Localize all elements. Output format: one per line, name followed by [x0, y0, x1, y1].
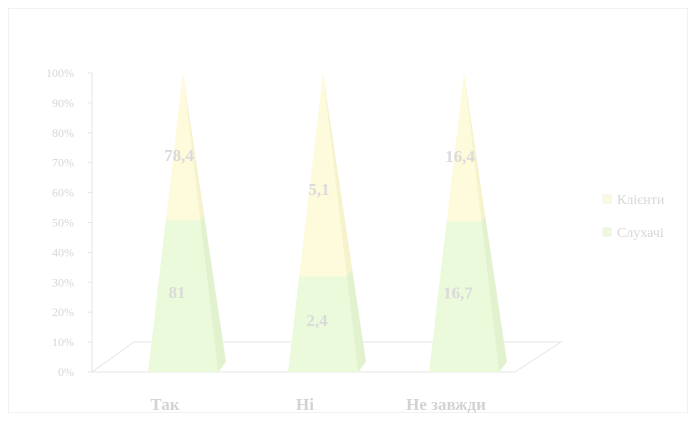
pyramid-segment-lower — [148, 220, 218, 372]
data-label-upper: 5,1 — [308, 180, 329, 199]
data-label-upper: 78,4 — [164, 146, 194, 165]
pyramid-side-lower — [200, 215, 226, 372]
data-labels: 81 78,4 Так 2,4 5,1 Ні 16,7 16,4 Не завжди — [150, 146, 486, 414]
category-label: Не завжди — [406, 395, 486, 414]
pyramid-side-lower — [481, 216, 507, 372]
y-tick-label: 0% — [58, 365, 74, 379]
y-tick-label: 10% — [52, 335, 74, 349]
y-tick-label: 70% — [52, 156, 74, 170]
plot-area — [148, 73, 507, 372]
pyramid-side-lower — [346, 269, 366, 372]
pyramid-segment-upper — [446, 73, 482, 222]
chart-floor-outline — [90, 341, 563, 373]
y-tick-label: 100% — [46, 66, 74, 80]
pyramid-segment-lower — [429, 221, 499, 372]
y-tick-label: 80% — [52, 126, 74, 140]
legend-swatch — [602, 227, 612, 237]
y-axis: 0% 10% 20% 30% 40% 50% 60% 70% 80% 90% 100% — [46, 66, 93, 379]
pyramid-segment-upper — [299, 73, 347, 277]
y-tick-label: 60% — [52, 186, 74, 200]
data-label-upper: 16,4 — [445, 147, 475, 166]
pyramid-side-upper — [464, 73, 486, 222]
category-label: Так — [150, 395, 179, 414]
data-label-lower: 81 — [169, 283, 186, 302]
legend-label: Клієнти — [617, 193, 665, 208]
legend-label: Слухачі — [617, 226, 664, 241]
pyramid-side-upper — [183, 73, 205, 221]
y-tick-label: 40% — [52, 245, 74, 259]
legend: Клієнти Слухачі — [602, 193, 665, 241]
pyramid-segment-upper — [165, 73, 201, 221]
y-tick-label: 50% — [52, 216, 74, 230]
pyramid-segment-lower — [288, 276, 358, 372]
data-label-lower: 2,4 — [306, 311, 328, 330]
chart-floor — [90, 341, 563, 373]
data-label-lower: 16,7 — [443, 284, 473, 303]
y-tick-label: 30% — [52, 275, 74, 289]
y-tick-label: 20% — [52, 305, 74, 319]
legend-swatch — [602, 194, 612, 204]
category-label: Ні — [296, 395, 314, 414]
pyramid-side-upper — [323, 73, 353, 277]
y-tick-label: 90% — [52, 96, 74, 110]
